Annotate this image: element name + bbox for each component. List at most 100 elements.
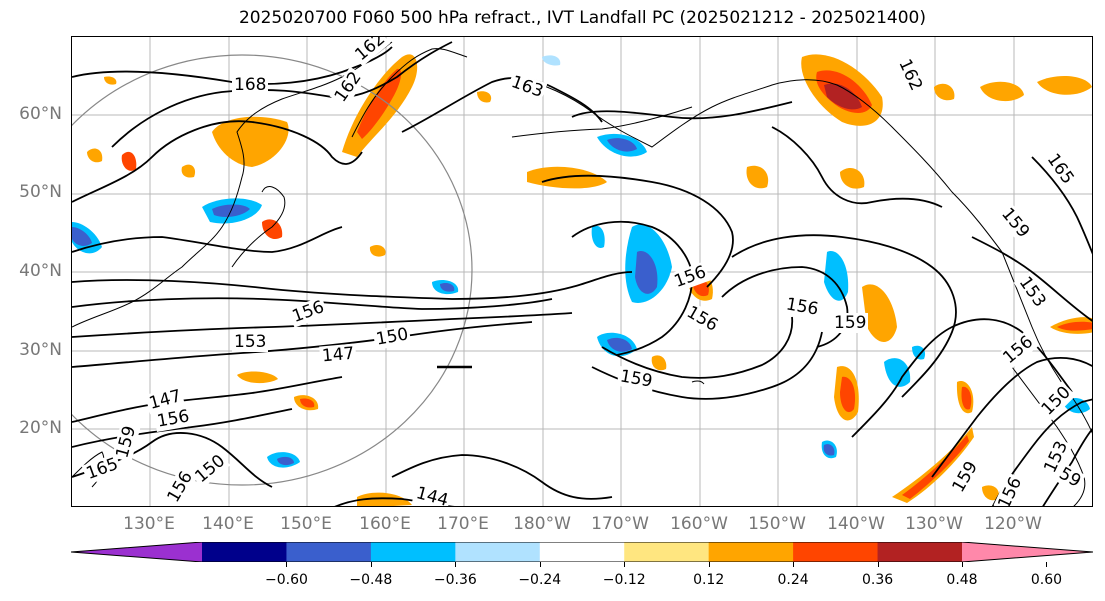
- colorbar-tick-label: 0.12: [693, 572, 725, 588]
- contour-line: [971, 236, 1092, 322]
- anomaly-blob: [892, 427, 974, 503]
- anomaly-blob: [181, 164, 196, 178]
- anomaly-blob: [961, 386, 972, 410]
- colorbar-tick-mark: [455, 562, 457, 567]
- contour-line: [72, 271, 633, 300]
- contour-line: [771, 126, 943, 208]
- anomaly-blob: [884, 358, 911, 387]
- colorbar-tick-mark: [286, 562, 288, 567]
- contour-line: [731, 234, 957, 398]
- colorbar-tick-mark: [793, 562, 795, 567]
- lon-label: 130°W: [905, 514, 963, 534]
- contour-line: [931, 356, 1092, 478]
- anomaly-blob: [72, 227, 92, 246]
- map-title: 2025020700 F060 500 hPa refract., IVT La…: [238, 8, 926, 28]
- contour-label: 147: [319, 343, 358, 367]
- anomaly-blob: [277, 456, 294, 466]
- contour-line: [72, 120, 363, 203]
- anomaly-blob: [823, 444, 835, 456]
- anomaly-blob: [87, 148, 103, 163]
- anomaly-blob: [746, 165, 769, 189]
- colorbar-tick-label: 0.36: [861, 572, 894, 588]
- contour-line: [334, 497, 455, 506]
- anomaly-blob: [440, 282, 455, 292]
- anomaly-blob: [635, 251, 658, 294]
- contour-line: [391, 454, 613, 500]
- lat-label: 60°N: [19, 104, 62, 124]
- anomaly-blob: [824, 83, 862, 110]
- alaska-coastline: [511, 76, 1003, 253]
- colorbar-cell: [877, 542, 963, 562]
- colorbar-cell: [286, 542, 372, 562]
- lon-label: 180°W: [513, 514, 571, 534]
- asia-coastline: [72, 41, 393, 328]
- colorbar-tick-label: −0.36: [433, 572, 477, 588]
- kamchatka-coastline: [351, 48, 468, 138]
- contour-line: [601, 316, 794, 379]
- anomaly-blob: [262, 219, 283, 240]
- range-circle: [72, 54, 473, 486]
- contour-label: 159: [832, 313, 869, 333]
- colorbar-extend-low: [71, 542, 202, 562]
- colorbar-tick-label: −0.24: [518, 572, 562, 588]
- anomaly-blob: [237, 371, 278, 384]
- contour-line: [72, 297, 553, 310]
- anomaly-blob: [1037, 75, 1092, 95]
- lon-label: 140°E: [202, 514, 254, 534]
- graticule: [72, 37, 1092, 506]
- colorbar-tick-label: −0.12: [602, 572, 646, 588]
- contour-line: [851, 318, 1073, 438]
- colorbar: [71, 542, 1093, 562]
- contour-line: [72, 226, 343, 253]
- lon-label: 160°W: [670, 514, 728, 534]
- anomaly-blob: [824, 251, 849, 301]
- anomaly-blob: [902, 435, 969, 499]
- colorbar-cell: [370, 542, 456, 562]
- anomaly-blob: [300, 398, 315, 408]
- contour-line: [111, 41, 453, 148]
- lon-label: 150°E: [280, 514, 332, 534]
- contour-line: [72, 312, 573, 338]
- anomaly-blob: [104, 76, 117, 85]
- colorbar-tick-mark: [624, 562, 626, 567]
- map-panel: 168 162 162 163 162 165 159 153 156 159 …: [71, 36, 1093, 507]
- lon-label: 170°E: [437, 514, 489, 534]
- colorbar-tick-label: −0.48: [349, 572, 393, 588]
- hawaii-islands: [691, 380, 705, 385]
- anomaly-blob: [934, 83, 955, 101]
- anomaly-blob: [982, 485, 999, 501]
- anomaly-blob: [477, 91, 492, 103]
- contour-line: [72, 408, 293, 448]
- colorbar-cell: [455, 542, 541, 562]
- anomaly-blob: [591, 225, 605, 248]
- colorbar-tick-mark: [539, 562, 541, 567]
- contour-line: [72, 376, 343, 423]
- contour-label: 168: [232, 75, 269, 95]
- anomaly-blob: [651, 355, 667, 371]
- colorbar-tick-mark: [962, 562, 963, 567]
- lon-label: 120°W: [984, 514, 1042, 534]
- height-contours: [72, 41, 1092, 506]
- lon-label: 130°E: [123, 514, 175, 534]
- lat-label: 40°N: [19, 261, 62, 281]
- anomaly-blob: [357, 68, 402, 139]
- anomaly-blob: [607, 337, 632, 352]
- anomaly-blob: [912, 345, 926, 360]
- colorbar-tick-label: 0.60: [1030, 572, 1063, 588]
- colorbar-tick-mark: [877, 562, 879, 567]
- lat-label: 20°N: [19, 418, 62, 438]
- colorbar-cell: [539, 542, 625, 562]
- contour-line: [541, 174, 734, 288]
- colorbar-cell: [202, 542, 287, 562]
- colorbar-extend-high: [962, 542, 1093, 562]
- japan-coastline: [231, 186, 286, 268]
- contour-label: 153: [232, 332, 269, 352]
- anomaly-blob: [542, 55, 561, 66]
- lon-label: 150°W: [748, 514, 806, 534]
- colorbar-tick-label: 0.24: [777, 572, 809, 588]
- colorbar-tick-mark: [708, 562, 710, 567]
- lon-label: 140°W: [827, 514, 885, 534]
- map-canvas: [72, 37, 1092, 506]
- anomaly-blob: [840, 167, 865, 189]
- anomaly-blob: [862, 284, 897, 342]
